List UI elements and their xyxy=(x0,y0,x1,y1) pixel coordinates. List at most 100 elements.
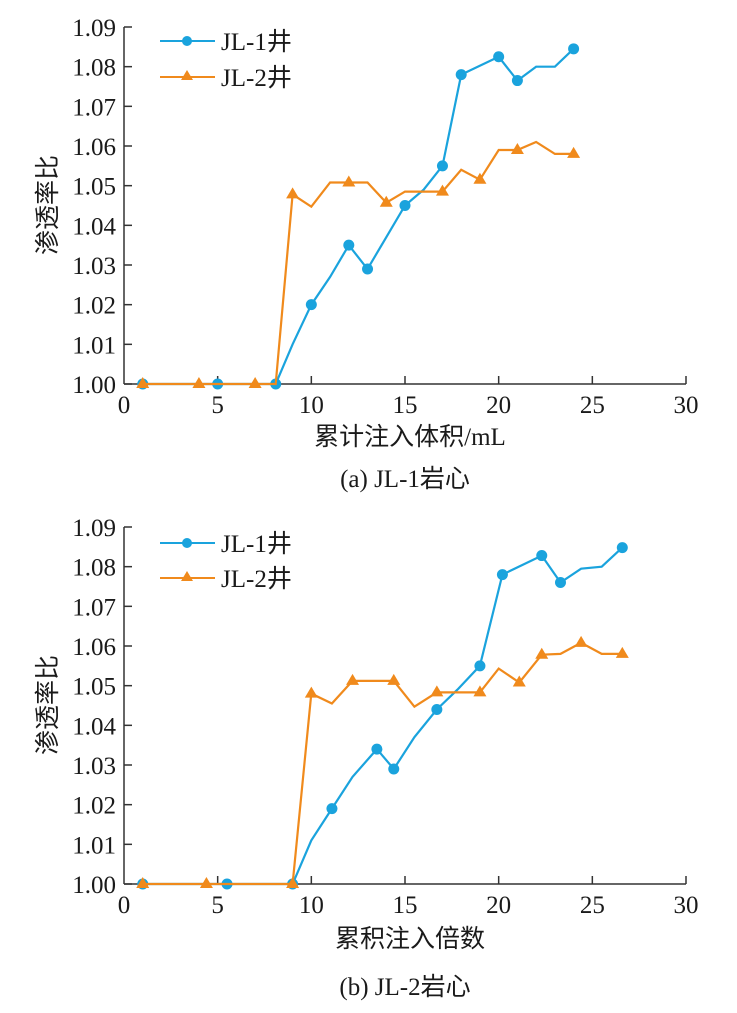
data-point xyxy=(192,377,206,388)
data-point xyxy=(136,377,150,388)
data-point xyxy=(305,299,317,311)
legend-label-jl1: JL-1井 xyxy=(221,530,292,558)
x-tick-label: 25 xyxy=(580,892,605,919)
legend-marker-circle-icon xyxy=(182,538,192,548)
data-point xyxy=(431,703,443,715)
y-tick-label: 1.03 xyxy=(72,253,116,280)
data-point xyxy=(342,175,356,187)
y-tick-label: 1.07 xyxy=(72,594,116,621)
x-tick-label: 10 xyxy=(299,392,324,419)
legend-label-jl1: JL-1井 xyxy=(221,28,292,56)
x-tick-label: 5 xyxy=(211,392,224,419)
legend-marker-triangle-icon xyxy=(181,70,193,80)
x-tick-label: 5 xyxy=(211,892,224,919)
data-point xyxy=(343,239,355,251)
data-point xyxy=(326,803,338,815)
series-jl2 xyxy=(136,635,629,888)
legend-label-jl2: JL-2井 xyxy=(221,565,292,593)
series-line xyxy=(142,140,574,386)
data-point xyxy=(493,51,505,63)
y-tick-label: 1.02 xyxy=(72,293,116,320)
data-point xyxy=(615,646,629,658)
y-tick-label: 1.06 xyxy=(72,134,116,161)
data-point xyxy=(136,877,150,888)
y-tick-label: 1.04 xyxy=(72,213,116,240)
x-tick-label: 15 xyxy=(393,392,418,419)
series-line xyxy=(142,546,624,886)
series-line xyxy=(142,641,623,886)
chart-panel-b: 1.00 1.01 1.02 1.03 1.04 1.05 1.06 1.07 1.08 1.09… xyxy=(34,515,699,1001)
y-tick-label: 1.07 xyxy=(72,94,116,121)
data-point xyxy=(286,187,300,199)
legend: JL-1井 JL-2井 xyxy=(160,28,292,92)
y-tick-label: 1.01 xyxy=(72,832,116,859)
y-tick-label: 1.04 xyxy=(72,713,116,740)
y-tick-label: 1.03 xyxy=(72,753,116,780)
data-point xyxy=(473,685,487,697)
x-tick-label: 10 xyxy=(299,892,324,919)
legend-item-jl2: JL-2井 xyxy=(160,565,292,593)
y-tick-label: 1.00 xyxy=(72,372,116,399)
x-axis-title: 累积注入倍数 xyxy=(335,925,485,953)
data-point xyxy=(346,673,360,685)
data-point xyxy=(568,43,580,55)
data-point xyxy=(511,75,523,87)
y-tick-label: 1.09 xyxy=(72,15,116,42)
series-jl1 xyxy=(137,43,580,390)
x-tick-label: 20 xyxy=(486,392,511,419)
data-point xyxy=(362,263,374,275)
data-point xyxy=(286,877,300,888)
axes: 1.00 1.01 1.02 1.03 1.04 1.05 1.06 1.07 1.08 1.09… xyxy=(72,15,698,419)
data-point xyxy=(455,69,467,81)
legend-marker-triangle-icon xyxy=(181,571,193,581)
data-point xyxy=(536,550,548,562)
data-point xyxy=(379,195,393,207)
y-tick-label: 1.05 xyxy=(72,174,116,201)
data-point xyxy=(436,160,448,172)
data-point xyxy=(388,763,400,775)
x-tick-label: 25 xyxy=(580,392,605,419)
x-tick-label: 20 xyxy=(486,892,511,919)
chart-caption: (b) JL-2岩心 xyxy=(339,973,470,1001)
x-tick-label: 0 xyxy=(118,392,131,419)
legend-label-jl2: JL-2井 xyxy=(221,64,292,92)
series-line xyxy=(142,48,575,386)
data-point xyxy=(496,569,508,581)
y-tick-label: 1.00 xyxy=(72,872,116,899)
x-tick-label: 30 xyxy=(674,392,699,419)
x-axis-title: 累计注入体积/mL xyxy=(314,423,506,451)
series-jl2 xyxy=(136,140,581,388)
x-tick-label: 30 xyxy=(674,892,699,919)
y-axis-title: 渗透率比 xyxy=(34,655,62,755)
chart-caption: (a) JL-1岩心 xyxy=(340,465,470,493)
y-tick-label: 1.09 xyxy=(72,515,116,542)
data-point xyxy=(567,146,581,158)
data-point xyxy=(616,542,628,554)
chart-panel-a: 1.00 1.01 1.02 1.03 1.04 1.05 1.06 1.07 1.08 1.09… xyxy=(34,15,699,493)
data-point xyxy=(371,743,383,755)
data-point xyxy=(512,675,526,687)
legend-item-jl1: JL-1井 xyxy=(160,28,292,56)
data-point xyxy=(554,577,566,589)
axes: 1.00 1.01 1.02 1.03 1.04 1.05 1.06 1.07 1.08 1.09… xyxy=(72,515,698,919)
y-tick-label: 1.06 xyxy=(72,634,116,661)
legend: JL-1井 JL-2井 xyxy=(160,530,292,593)
data-point xyxy=(199,877,213,888)
y-tick-label: 1.08 xyxy=(72,55,116,82)
data-point xyxy=(535,647,549,659)
data-point xyxy=(574,635,588,647)
x-tick-label: 0 xyxy=(118,892,131,919)
y-axis-title: 渗透率比 xyxy=(34,155,62,255)
y-tick-label: 1.02 xyxy=(72,793,116,820)
data-point xyxy=(473,172,487,184)
data-point xyxy=(248,377,262,388)
legend-item-jl1: JL-1井 xyxy=(160,530,292,558)
data-point xyxy=(474,660,486,672)
legend-item-jl2: JL-2井 xyxy=(160,64,292,92)
y-tick-label: 1.05 xyxy=(72,674,116,701)
series-jl1 xyxy=(137,542,628,890)
data-point xyxy=(510,142,524,154)
y-tick-label: 1.01 xyxy=(72,332,116,359)
data-point xyxy=(399,200,411,211)
